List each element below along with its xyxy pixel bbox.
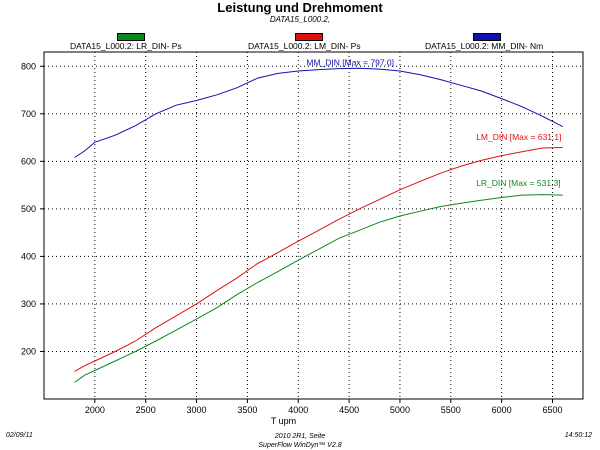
y-tick-label: 500 xyxy=(21,204,36,214)
series-annotation: LM_DIN [Max = 631.1] xyxy=(476,132,561,142)
chart-title: Leistung und Drehmoment xyxy=(217,0,383,15)
x-tick-label: 2500 xyxy=(136,405,156,415)
legend-label: DATA15_L000.2: LM_DIN- Ps xyxy=(248,41,361,51)
legend-item-lr-din: DATA15_L000.2: LR_DIN- Ps xyxy=(70,33,220,51)
x-tick-label: 6500 xyxy=(542,405,562,415)
legend-item-lm-din: DATA15_L000.2: LM_DIN- Ps xyxy=(248,33,398,51)
y-tick-label: 800 xyxy=(21,61,36,71)
x-axis-label: T upm xyxy=(271,416,296,426)
legend-swatch xyxy=(117,33,145,41)
x-tick-label: 4000 xyxy=(288,405,308,415)
legend-label: DATA15_L000.2: LR_DIN- Ps xyxy=(70,41,182,51)
series-line-2 xyxy=(74,67,563,158)
footer-center-line1: 2010 2R1, Seite xyxy=(274,433,326,440)
x-tick-label: 6000 xyxy=(492,405,512,415)
x-tick-label: 5000 xyxy=(390,405,410,415)
legend-swatch xyxy=(473,33,501,41)
x-tick-label: 2000 xyxy=(85,405,105,415)
chart-subtitle: DATA15_L000.2, xyxy=(269,15,331,24)
legend-swatch xyxy=(295,33,323,41)
legend-label: DATA15_L000.2: MM_DIN- Nm xyxy=(425,41,544,51)
footer-time: 14:50:12 xyxy=(564,432,592,439)
footer-date: 02/09/11 xyxy=(6,432,33,439)
series-line-0 xyxy=(74,194,563,383)
plot-frame xyxy=(43,51,584,400)
legend-item-mm-din: DATA15_L000.2: MM_DIN- Nm xyxy=(425,33,585,51)
footer-center-line2: SuperFlow WinDyn™ V2.8 xyxy=(258,442,342,449)
x-tick-label: 5500 xyxy=(441,405,461,415)
series-annotation: LR_DIN [Max = 531.3] xyxy=(476,178,560,188)
y-tick-label: 600 xyxy=(21,156,36,166)
series-annotation: MM_DIN [Max = 797.0] xyxy=(306,57,394,67)
series-line-1 xyxy=(74,147,563,372)
y-tick-label: 700 xyxy=(21,109,36,119)
y-tick-label: 200 xyxy=(21,346,36,356)
x-tick-label: 4500 xyxy=(339,405,359,415)
x-tick-label: 3500 xyxy=(237,405,257,415)
y-tick-label: 400 xyxy=(21,251,36,261)
y-tick-label: 300 xyxy=(21,299,36,309)
x-tick-label: 3000 xyxy=(187,405,207,415)
